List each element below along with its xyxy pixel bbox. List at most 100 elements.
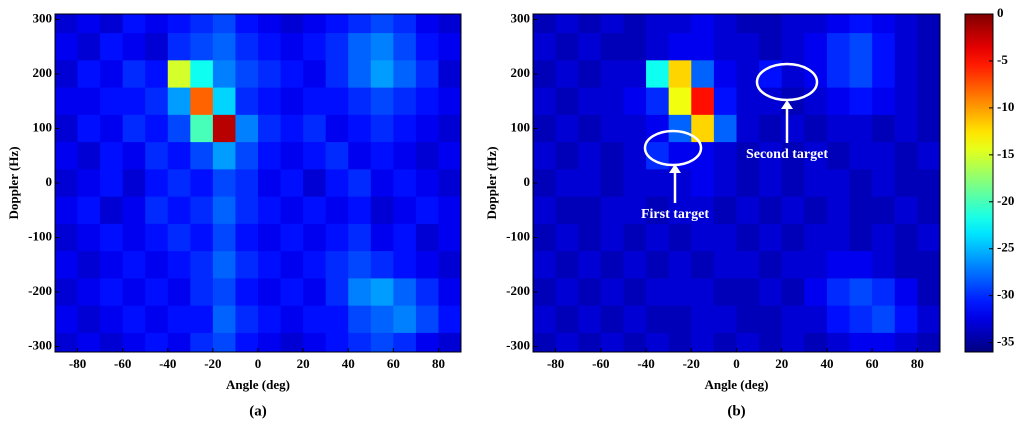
x-tick-label: -60 — [114, 356, 131, 371]
x-tick-label: 0 — [255, 356, 262, 371]
heat-cell — [415, 332, 440, 352]
heat-cell — [145, 251, 169, 280]
heat-cell — [258, 223, 282, 252]
heat-cell — [736, 305, 760, 334]
heat-cell — [872, 14, 896, 34]
heat-cell — [713, 87, 738, 116]
y-tick-label: 0 — [524, 174, 531, 189]
heat-cell — [917, 33, 940, 61]
heat-cell — [849, 278, 873, 307]
heat-cell — [555, 169, 579, 198]
heat-cell — [235, 305, 259, 334]
heat-cell — [759, 60, 783, 89]
y-tick-label: -100 — [28, 229, 52, 244]
heat-cell — [145, 60, 169, 89]
heat-cell — [646, 223, 670, 252]
heat-cell — [190, 251, 214, 280]
heat-cell — [235, 114, 259, 143]
heat-cell — [759, 251, 783, 280]
heat-cell — [190, 305, 214, 334]
heat-cell — [145, 305, 169, 334]
heat-cell — [55, 332, 79, 352]
heat-cell — [212, 14, 237, 34]
heat-cell — [917, 278, 940, 307]
x-tick-label: -40 — [159, 356, 176, 371]
heat-cell — [122, 251, 146, 280]
heat-cell — [691, 87, 715, 116]
x-tick-label: 60 — [387, 356, 400, 371]
heat-cell — [826, 196, 851, 225]
heat-cell — [190, 169, 214, 198]
y-tick-label: 100 — [511, 119, 531, 134]
heat-cell — [849, 251, 873, 280]
colorbar-tick-label: -5 — [997, 52, 1008, 67]
heat-cell — [736, 14, 760, 34]
heat-cell — [600, 305, 625, 334]
heat-cell — [415, 142, 440, 170]
heat-cell — [167, 14, 191, 34]
heat-cell — [145, 114, 169, 143]
heat-cell — [894, 223, 918, 252]
heat-cell — [100, 196, 124, 225]
x-tick-label: 40 — [820, 356, 833, 371]
y-tick-label: -200 — [506, 283, 530, 298]
heat-cell — [713, 60, 738, 89]
heat-cell — [258, 142, 282, 170]
heat-cell — [533, 87, 557, 116]
heat-cell — [804, 87, 828, 116]
heat-cell — [303, 33, 327, 61]
heat-cell — [415, 87, 440, 116]
heat-cell — [646, 14, 670, 34]
heat-cell — [781, 278, 805, 307]
heat-cell — [736, 196, 760, 225]
heat-cell — [872, 223, 896, 252]
heat-cell — [872, 60, 896, 89]
heat-cell — [280, 305, 304, 334]
heat-cell — [691, 114, 715, 143]
colorbar-tick-label: -10 — [997, 99, 1014, 114]
heat-cell — [894, 114, 918, 143]
heat-cell — [894, 60, 918, 89]
heat-cell — [370, 305, 394, 334]
heat-cell — [826, 114, 851, 143]
heat-cell — [849, 87, 873, 116]
heat-cell — [872, 196, 896, 225]
heat-cell — [100, 278, 124, 307]
y-tick-label: 0 — [46, 174, 53, 189]
heat-cell — [55, 14, 79, 34]
heat-cell — [415, 305, 440, 334]
heat-cell — [713, 305, 738, 334]
heat-cell — [303, 14, 327, 34]
heat-cell — [100, 223, 124, 252]
heat-cell — [691, 60, 715, 89]
heat-cell — [370, 196, 394, 225]
heat-cell — [122, 114, 146, 143]
heat-cell — [849, 33, 873, 61]
heat-cell — [235, 278, 259, 307]
y-tick-label: 200 — [511, 65, 531, 80]
heat-cell — [122, 142, 146, 170]
heat-cell — [623, 196, 647, 225]
heat-cell — [415, 14, 440, 34]
heat-cell — [849, 223, 873, 252]
heat-cell — [826, 278, 851, 307]
heat-cell — [759, 142, 783, 170]
heat-cell — [77, 60, 101, 89]
heat-cell — [415, 196, 440, 225]
heat-cell — [55, 251, 79, 280]
heat-cell — [348, 196, 372, 225]
heat-cell — [578, 332, 602, 352]
heat-cell — [122, 14, 146, 34]
heat-cell — [100, 87, 124, 116]
annotation: First target — [641, 207, 709, 222]
colorbar-tick-label: -25 — [997, 240, 1015, 255]
heat-cell — [781, 251, 805, 280]
heat-cell — [438, 305, 461, 334]
heat-cell — [917, 223, 940, 252]
x-tick-label: 20 — [775, 356, 788, 371]
heat-cell — [781, 196, 805, 225]
heat-cell — [212, 114, 237, 143]
heat-cell — [849, 14, 873, 34]
heat-cell — [623, 60, 647, 89]
heat-cell — [167, 196, 191, 225]
